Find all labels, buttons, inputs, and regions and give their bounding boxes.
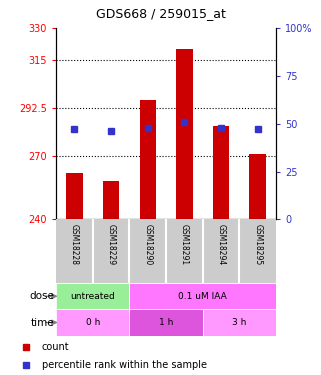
- Text: count: count: [42, 342, 69, 352]
- Text: GSM18229: GSM18229: [107, 225, 116, 266]
- Bar: [129, 283, 276, 309]
- Text: GSM18295: GSM18295: [253, 225, 262, 266]
- Bar: [129, 219, 130, 283]
- Bar: [239, 219, 240, 283]
- Text: untreated: untreated: [70, 292, 115, 301]
- Text: time: time: [31, 318, 55, 327]
- Text: dose: dose: [30, 291, 55, 301]
- Text: 1 h: 1 h: [159, 318, 173, 327]
- Bar: [203, 219, 204, 283]
- Bar: [176, 50, 193, 219]
- Bar: [140, 100, 156, 219]
- Text: GSM18294: GSM18294: [217, 225, 226, 266]
- Bar: [129, 309, 203, 336]
- Text: GSM18291: GSM18291: [180, 225, 189, 266]
- Text: percentile rank within the sample: percentile rank within the sample: [42, 360, 207, 370]
- Bar: [103, 181, 119, 219]
- Text: 3 h: 3 h: [232, 318, 247, 327]
- Text: 0.1 uM IAA: 0.1 uM IAA: [178, 292, 227, 301]
- Text: 0 h: 0 h: [86, 318, 100, 327]
- Bar: [66, 172, 83, 219]
- Bar: [203, 309, 276, 336]
- Bar: [56, 283, 129, 309]
- Bar: [249, 153, 266, 219]
- Bar: [166, 219, 167, 283]
- Text: GSM18228: GSM18228: [70, 225, 79, 266]
- Bar: [213, 126, 229, 219]
- Text: GDS668 / 259015_at: GDS668 / 259015_at: [96, 7, 225, 20]
- Text: GSM18290: GSM18290: [143, 225, 152, 266]
- Bar: [56, 309, 129, 336]
